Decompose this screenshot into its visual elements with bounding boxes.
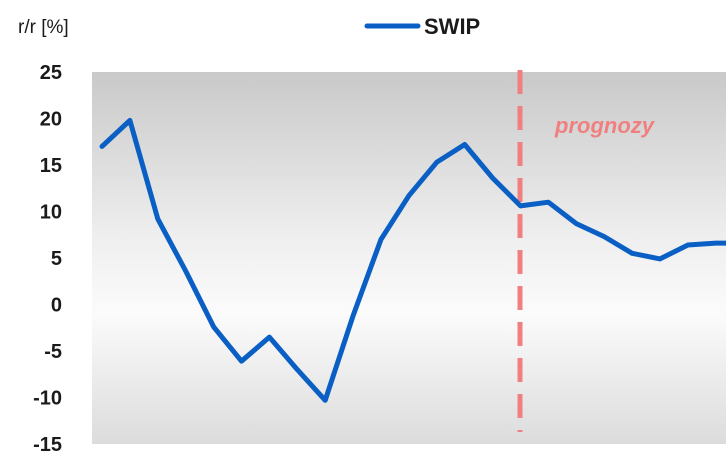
y-tick-label: 15	[40, 155, 62, 177]
y-tick-label: 5	[51, 248, 62, 270]
y-tick-label: 25	[40, 62, 62, 84]
y-tick-label: -5	[44, 341, 62, 363]
forecast-annotation: prognozy	[554, 113, 656, 138]
plot-area	[92, 72, 726, 444]
legend: SWIP	[364, 14, 480, 39]
y-tick-label: 10	[40, 202, 62, 224]
y-tick-label: 20	[40, 109, 62, 131]
y-tick-label: -10	[33, 388, 62, 410]
series-layer	[99, 117, 726, 403]
y-tick-label: -15	[33, 434, 62, 454]
series-line-swip	[99, 117, 726, 403]
legend-label-swip: SWIP	[424, 14, 480, 39]
y-axis-ticks: 25 20 15 10 5 0 -5 -10 -15	[33, 62, 62, 454]
y-tick-label: 0	[51, 295, 62, 317]
y-axis-unit-label: r/r [%]	[18, 17, 69, 38]
